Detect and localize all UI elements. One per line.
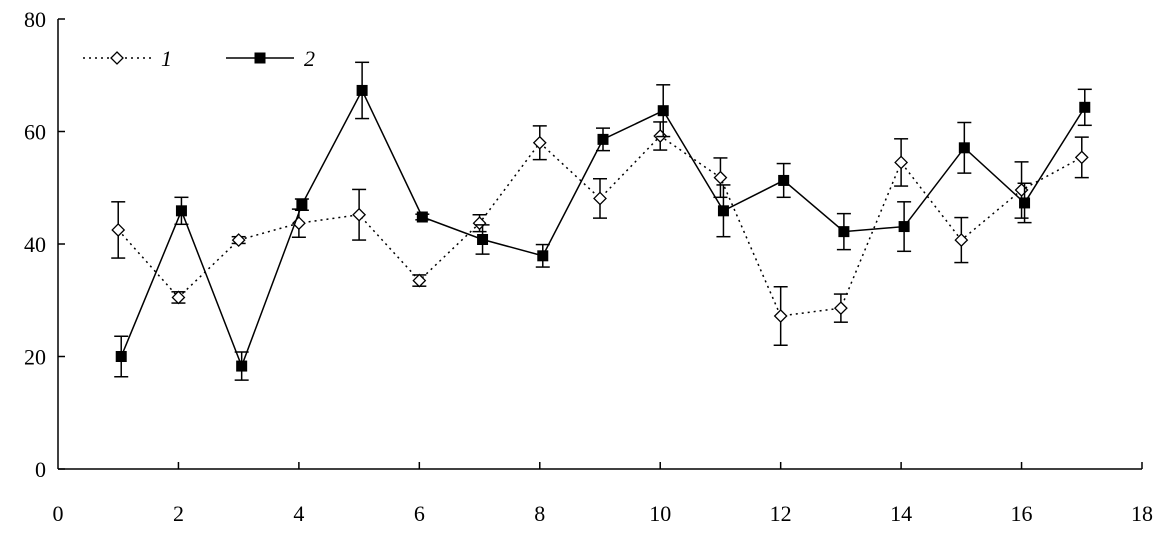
diamond-marker [231, 233, 246, 247]
diamond-marker [1014, 183, 1029, 197]
square-marker [175, 205, 187, 217]
x-tick-label: 6 [414, 501, 425, 526]
diamond-marker [111, 223, 126, 237]
y-tick-label: 0 [35, 457, 46, 482]
x-tick-label: 0 [53, 501, 64, 526]
x-tick-label: 16 [1011, 501, 1033, 526]
square-marker [958, 142, 970, 154]
series-1 [111, 121, 1089, 346]
diamond-marker [1074, 150, 1089, 165]
square-marker [838, 226, 850, 238]
square-marker [597, 133, 609, 145]
y-tick-label: 60 [24, 120, 46, 145]
x-tick-label: 12 [770, 501, 792, 526]
y-tick-label: 80 [24, 7, 46, 32]
diamond-marker [110, 51, 124, 65]
square-marker [1079, 101, 1091, 113]
square-marker [296, 199, 308, 211]
x-tick-label: 8 [534, 501, 545, 526]
square-marker [537, 250, 549, 262]
series-2 [114, 61, 1092, 381]
legend-label-1: 1 [161, 46, 172, 71]
series-layer [111, 61, 1092, 381]
square-marker [236, 360, 248, 372]
diamond-marker [894, 155, 909, 170]
x-tick-label: 10 [649, 501, 671, 526]
square-marker [115, 351, 127, 362]
diamond-marker [954, 233, 969, 247]
square-marker [254, 52, 266, 64]
diamond-marker [171, 290, 186, 305]
square-marker [356, 84, 368, 96]
legend-label-2: 2 [304, 46, 315, 71]
square-marker [898, 221, 910, 233]
square-marker [416, 211, 428, 223]
square-marker [717, 205, 729, 217]
square-marker [778, 174, 790, 186]
x-tick-label: 4 [293, 501, 304, 526]
diamond-marker [472, 216, 487, 231]
diamond-marker [713, 170, 728, 185]
diamond-marker [352, 207, 367, 222]
diamond-marker [412, 273, 427, 288]
diamond-marker [532, 135, 547, 150]
series-line-1 [117, 135, 1083, 317]
y-tick-label: 40 [24, 232, 46, 257]
square-marker [1019, 197, 1031, 209]
x-tick-label: 18 [1131, 501, 1153, 526]
x-tick-label: 14 [890, 501, 912, 526]
square-marker [477, 234, 489, 245]
square-marker [657, 105, 669, 117]
diamond-marker [593, 191, 607, 206]
diamond-marker [773, 309, 788, 323]
x-tick-label: 2 [173, 501, 184, 526]
diamond-marker [833, 301, 848, 316]
y-tick-label: 20 [24, 345, 46, 370]
